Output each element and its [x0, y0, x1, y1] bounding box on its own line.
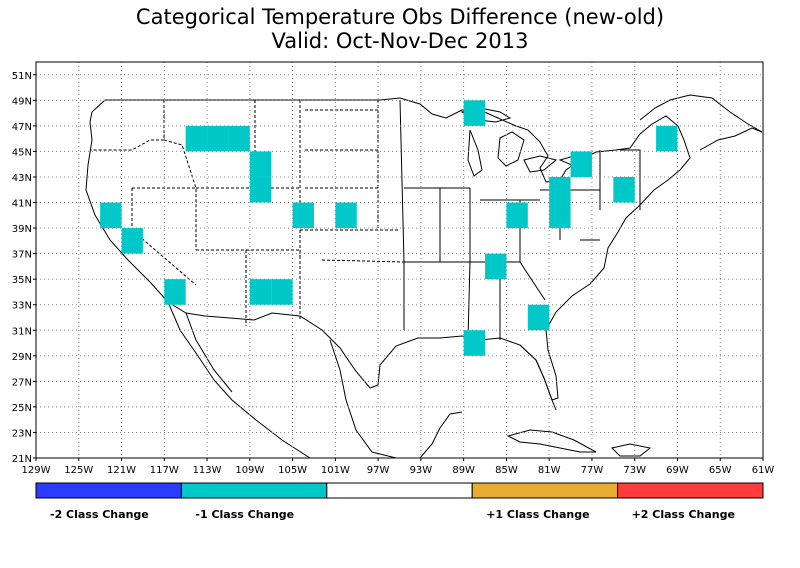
- lat-tick-label: 49N: [12, 96, 32, 107]
- change-cell: [121, 228, 143, 254]
- lon-tick-label: 69W: [666, 465, 689, 476]
- state-borders: [90, 100, 405, 326]
- change-cells: [100, 100, 678, 356]
- map-title: Categorical Temperature Obs Difference (…: [135, 5, 665, 29]
- legend-label: +1 Class Change: [486, 508, 590, 521]
- hispaniola-outline: [611, 443, 652, 457]
- change-cell: [228, 125, 250, 152]
- change-cell: [249, 176, 272, 203]
- change-cell: [549, 176, 571, 203]
- lon-tick-label: 85W: [495, 465, 518, 476]
- great-lakes-outline: [460, 107, 586, 177]
- cuba-outline: [506, 429, 597, 453]
- lon-tick-label: 113W: [193, 465, 222, 476]
- change-cell: [549, 202, 571, 229]
- lon-tick-label: 117W: [150, 465, 179, 476]
- legend-label: -1 Class Change: [195, 508, 295, 521]
- change-cell: [100, 202, 122, 229]
- graticule: [35, 62, 764, 459]
- lat-tick-label: 47N: [12, 122, 32, 133]
- change-cell: [463, 100, 486, 126]
- legend-swatch: [617, 482, 764, 499]
- change-cell: [463, 330, 486, 356]
- change-cell: [613, 176, 635, 203]
- latitude-labels: 51N 49N 47N 45N 43N 41N 39N 37N 35N 33N 31N 29N 27N 2…: [12, 71, 36, 465]
- legend-swatch: [35, 482, 182, 499]
- change-cell: [249, 151, 272, 177]
- legend-swatch: [326, 482, 473, 499]
- mexico-coastline: [167, 301, 463, 459]
- map-subtitle: Valid: Oct-Nov-Dec 2013: [271, 29, 529, 53]
- lon-tick-label: 61W: [752, 465, 775, 476]
- lat-tick-label: 25N: [12, 403, 32, 414]
- change-cell: [271, 279, 293, 305]
- lon-tick-label: 121W: [107, 465, 136, 476]
- lon-tick-label: 97W: [367, 465, 390, 476]
- longitude-labels: 129W 125W 121W 117W 113W 109W 105W 101W 97W 93W 89…: [22, 458, 775, 476]
- lat-tick-label: 27N: [12, 377, 32, 388]
- legend-label: -2 Class Change: [50, 508, 149, 521]
- change-cell: [527, 304, 550, 331]
- lat-tick-label: 41N: [12, 199, 32, 210]
- change-cell: [292, 202, 314, 229]
- legend-swatch: [471, 482, 619, 499]
- lat-tick-label: 51N: [12, 71, 32, 82]
- change-cell: [485, 253, 507, 280]
- lat-tick-label: 45N: [12, 147, 32, 158]
- lat-tick-label: 21N: [12, 454, 32, 465]
- change-cell: [656, 125, 678, 152]
- lon-tick-label: 93W: [410, 465, 433, 476]
- lon-tick-label: 89W: [452, 465, 475, 476]
- canada-coastline: [639, 94, 763, 151]
- lon-tick-label: 65W: [709, 465, 732, 476]
- change-cell: [185, 125, 208, 152]
- lon-tick-label: 101W: [321, 465, 350, 476]
- florida-outline: [519, 344, 557, 411]
- change-cell: [570, 151, 592, 177]
- legend-swatch: [180, 482, 328, 499]
- lon-tick-label: 73W: [623, 465, 646, 476]
- lat-tick-label: 33N: [12, 301, 32, 312]
- lon-tick-label: 105W: [278, 465, 307, 476]
- legend-colorbar: [35, 482, 764, 499]
- us-coastline: [85, 97, 691, 401]
- lon-tick-label: 77W: [581, 465, 604, 476]
- lat-tick-label: 31N: [12, 326, 32, 337]
- change-cell: [164, 279, 186, 305]
- lon-tick-label: 125W: [64, 465, 93, 476]
- lat-tick-label: 23N: [12, 428, 32, 439]
- legend-label: +2 Class Change: [631, 508, 735, 521]
- lat-tick-label: 37N: [12, 250, 32, 261]
- lat-tick-label: 43N: [12, 173, 32, 184]
- change-cell: [249, 279, 272, 305]
- change-cell: [506, 202, 528, 229]
- change-cell: [335, 202, 357, 229]
- lon-tick-label: 129W: [22, 465, 51, 476]
- lat-tick-label: 29N: [12, 352, 32, 363]
- map-frame: [35, 61, 764, 459]
- lon-tick-label: 109W: [235, 465, 264, 476]
- lat-tick-label: 35N: [12, 275, 32, 286]
- change-cell: [207, 125, 229, 152]
- lat-tick-label: 39N: [12, 224, 32, 235]
- lon-tick-label: 81W: [538, 465, 561, 476]
